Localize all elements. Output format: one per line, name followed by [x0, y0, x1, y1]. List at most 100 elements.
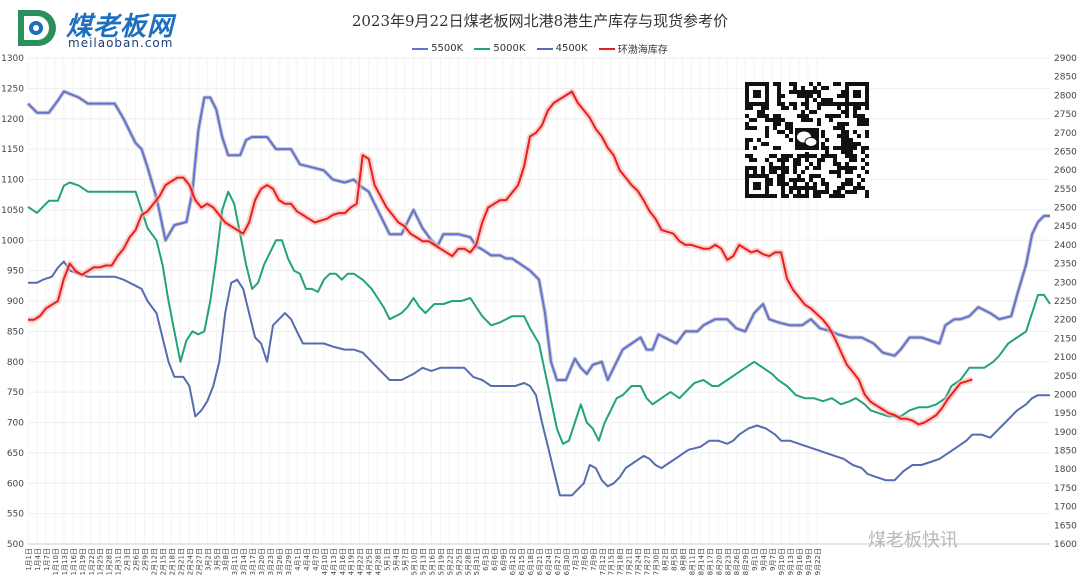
qr-module [837, 166, 841, 170]
qr-module [845, 134, 849, 138]
qr-module [797, 162, 801, 166]
x-tick-label: 9月4日 [760, 548, 768, 571]
qr-module [837, 82, 841, 86]
qr-module [853, 110, 857, 114]
qr-module [861, 186, 865, 190]
x-tick-label: 8月5日 [670, 548, 678, 571]
qr-module [801, 186, 805, 190]
qr-module [865, 170, 869, 174]
qr-module [849, 138, 853, 142]
qr-module [769, 182, 773, 186]
series-line-5000k [27, 181, 1051, 445]
qr-module [841, 102, 845, 106]
qr-module [849, 150, 853, 154]
qr-module [817, 174, 821, 178]
qr-module [857, 106, 861, 110]
y-right-tick-label: 2350 [1054, 260, 1077, 270]
qr-module [853, 186, 857, 190]
x-tick-label: 3月2日 [204, 548, 212, 571]
qr-module [789, 186, 793, 190]
qr-module [821, 146, 825, 150]
qr-module [797, 194, 801, 198]
qr-module [757, 138, 761, 142]
qr-module [781, 186, 785, 190]
qr-module [857, 182, 861, 186]
qr-module [781, 166, 785, 170]
qr-module [797, 94, 801, 98]
qr-module [745, 126, 749, 130]
qr-module [749, 118, 753, 122]
y-right-tick-label: 1850 [1054, 447, 1077, 457]
qr-module [825, 154, 829, 158]
qr-module [821, 178, 825, 182]
x-tick-label: 7月15日 [608, 548, 616, 575]
qr-module [769, 178, 773, 182]
qr-module [829, 98, 833, 102]
y-left-tick-label: 950 [7, 267, 24, 277]
x-tick-label: 8月11日 [688, 548, 696, 575]
qr-module [745, 114, 749, 118]
qr-module [773, 194, 777, 198]
y-left-tick-label: 800 [7, 358, 24, 368]
x-tick-label: 3月11日 [231, 548, 239, 575]
qr-module [801, 114, 805, 118]
y-right-tick-label: 2200 [1054, 316, 1077, 326]
x-tick-label: 1月1日 [25, 548, 33, 571]
qr-module [821, 86, 825, 90]
qr-module [745, 146, 749, 150]
qr-module [837, 186, 841, 190]
y-left-tick-label: 650 [7, 449, 24, 459]
qr-module [857, 134, 861, 138]
qr-module [805, 190, 809, 194]
qr-module [845, 190, 849, 194]
qr-module [793, 86, 797, 90]
x-tick-label: 2月18日 [168, 548, 176, 575]
qr-module [781, 190, 785, 194]
x-tick-label: 5月19日 [437, 548, 445, 575]
qr-module [837, 162, 841, 166]
qr-module [769, 118, 773, 122]
qr-module [853, 146, 857, 150]
series-line-5500k [27, 90, 1050, 381]
x-tick-label: 6月12日 [509, 548, 517, 575]
qr-module [785, 122, 789, 126]
qr-module [801, 102, 805, 106]
qr-module [749, 106, 753, 110]
y-right-tick-label: 2300 [1054, 278, 1077, 288]
x-tick-label: 6月21日 [536, 548, 544, 575]
qr-module [777, 182, 781, 186]
qr-module [765, 126, 769, 130]
x-tick-label: 2月3日 [124, 548, 132, 571]
legend-label-5000k: 5000K [493, 43, 526, 54]
qr-module [857, 118, 861, 122]
qr-module [785, 170, 789, 174]
x-tick-label: 2月21日 [177, 548, 185, 575]
qr-module [849, 178, 853, 182]
qr-module [793, 158, 797, 162]
qr-module [773, 166, 777, 170]
qr-module [805, 166, 809, 170]
qr-module [817, 102, 821, 106]
qr-module [849, 182, 853, 186]
y-left-tick-label: 600 [7, 479, 24, 489]
qr-module [749, 166, 753, 170]
x-tick-label: 7月9日 [590, 548, 598, 571]
qr-module [845, 130, 849, 134]
qr-module [793, 162, 797, 166]
qr-module [765, 142, 769, 146]
qr-module [849, 190, 853, 194]
x-tick-label: 3月17日 [249, 548, 257, 575]
qr-module [777, 122, 781, 126]
qr-module [745, 170, 749, 174]
qr-module [745, 154, 749, 158]
qr-module [817, 190, 821, 194]
x-tick-label: 4月25日 [366, 548, 374, 575]
qr-module [821, 158, 825, 162]
x-tick-label: 1月19日 [79, 548, 87, 575]
x-tick-label: 2月24日 [186, 548, 194, 575]
qr-module [825, 190, 829, 194]
qr-module [825, 146, 829, 150]
y-right-tick-label: 2650 [1054, 147, 1077, 157]
qr-module [777, 90, 781, 94]
